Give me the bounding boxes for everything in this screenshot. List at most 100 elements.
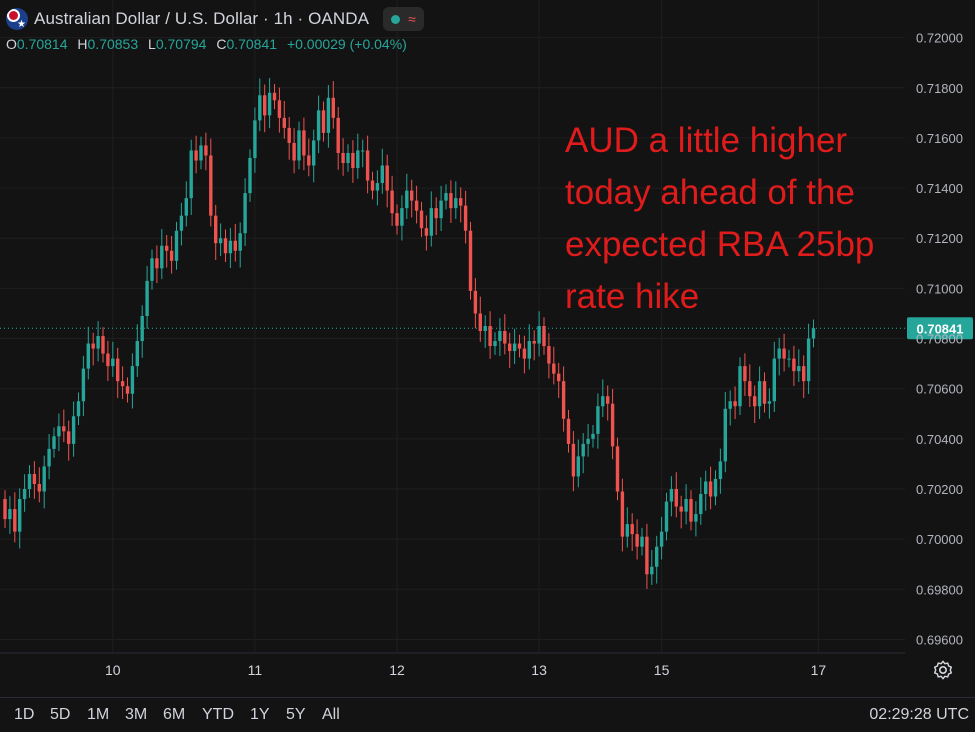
candle-body-up (27, 473, 32, 489)
candle-body-up (375, 183, 380, 191)
candle-body-up (258, 95, 262, 121)
candle-body-up (767, 401, 772, 404)
symbol-title-row[interactable]: Australian Dollar / U.S. Dollar · 1h · O… (6, 6, 424, 32)
candle-body-up (346, 152, 350, 163)
candle-body-up (316, 110, 321, 141)
candle-body-up (429, 208, 433, 236)
gear-icon[interactable] (932, 659, 954, 681)
y-tick-label: 0.71600 (916, 131, 963, 146)
candle-body-down (615, 446, 620, 492)
candle-body-down (209, 155, 213, 216)
y-tick-label: 0.70400 (916, 432, 963, 447)
low-value: 0.70794 (155, 36, 207, 52)
range-1m-button[interactable]: 1M (87, 706, 110, 723)
candle-body-down (733, 401, 737, 407)
candle-body-down (561, 381, 566, 419)
y-tick-label: 0.71800 (916, 81, 963, 96)
range-1d-button[interactable]: 1D (14, 706, 35, 723)
candle-body-up (238, 233, 242, 251)
candle-body-down (292, 142, 296, 161)
candle-body-down (566, 418, 571, 444)
candle-body-up (704, 481, 708, 495)
candle-body-up (591, 433, 595, 439)
y-tick-label: 0.71000 (916, 281, 963, 296)
candle-body-down (341, 152, 345, 163)
candle-body-down (743, 366, 747, 382)
y-tick-label: 0.71400 (916, 181, 963, 196)
candle-body-down (419, 210, 424, 229)
candle-body-down (532, 341, 536, 344)
candle-body-down (116, 358, 120, 382)
candle-body-up (723, 408, 727, 462)
candle-body-up (356, 150, 360, 169)
candle-body-down (630, 524, 634, 535)
candle-body-up (581, 443, 585, 457)
candle-body-up (772, 358, 776, 402)
range-ytd-button[interactable]: YTD (202, 706, 234, 723)
last-price-badge (907, 317, 973, 340)
candle-body-down (473, 290, 478, 314)
candle-body-down (214, 215, 218, 244)
candle-body-down (277, 100, 282, 118)
candle-body-down (204, 145, 208, 156)
candle-body-down (233, 240, 237, 251)
candle-body-up (527, 341, 531, 359)
candle-body-down (503, 331, 507, 344)
candle-body-up (713, 478, 718, 497)
candle-body-up (297, 130, 301, 161)
candle-body-down (557, 373, 561, 382)
utc-clock[interactable]: 02:29:28 UTC (869, 706, 969, 723)
candle-body-down (753, 396, 757, 407)
candle-body-up (18, 499, 22, 532)
range-3m-button[interactable]: 3M (125, 706, 148, 723)
candle-body-up (405, 190, 409, 209)
y-tick-label: 0.69800 (916, 582, 963, 597)
candle-body-up (47, 448, 51, 467)
candle-body-up (380, 165, 384, 184)
candle-body-up (625, 524, 629, 537)
candle-body-up (57, 426, 61, 437)
candle-body-up (312, 140, 316, 166)
candle-body-down (459, 198, 463, 206)
high-label: H (77, 36, 88, 52)
last-price-line: 0.70841 (0, 317, 973, 340)
candle-body-down (370, 180, 375, 191)
candle-body-down (552, 363, 556, 374)
candle-body-down (169, 250, 174, 261)
candle-body-up (806, 338, 811, 382)
symbol-title[interactable]: Australian Dollar / U.S. Dollar · 1h · O… (34, 9, 370, 28)
candle-body-up (179, 215, 184, 231)
candle-body-down (37, 483, 41, 492)
candle-body-up (537, 326, 541, 344)
close-value: 0.70841 (226, 36, 278, 52)
candle-body-up (140, 315, 144, 342)
candle-body-up (601, 396, 605, 407)
last-price-label: 0.70841 (917, 321, 964, 336)
price-chart[interactable]: 0.70841 0.72000 0.71800 0.71600 0.71400 0.71… (0, 0, 975, 697)
range-5y-button[interactable]: 5Y (286, 706, 306, 723)
candle-body-down (3, 499, 7, 520)
candle-body-up (777, 348, 781, 359)
candle-body-down (708, 481, 713, 497)
candle-body-down (478, 313, 482, 332)
candle-body-down (321, 110, 326, 133)
candle-body-up (439, 200, 443, 219)
y-tick-label: 0.72000 (916, 31, 963, 46)
candle-body-down (571, 443, 576, 477)
candle-body-down (762, 381, 767, 404)
candle-body-up (135, 341, 139, 367)
range-6m-button[interactable]: 6M (163, 706, 186, 723)
price-axis[interactable]: 0.72000 0.71800 0.71600 0.71400 0.71200 0.710… (916, 31, 963, 648)
candle-body-down (645, 536, 649, 575)
range-all-button[interactable]: All (322, 706, 340, 723)
data-delay-wave-icon: ≈ (408, 11, 416, 27)
candle-body-up (189, 150, 193, 199)
candle-body-up (96, 336, 100, 349)
market-status-pill[interactable]: ≈ (383, 7, 424, 31)
range-1y-button[interactable]: 1Y (250, 706, 270, 723)
range-5d-button[interactable]: 5D (50, 706, 71, 723)
candle-body-up (483, 326, 487, 332)
y-tick-label: 0.70600 (916, 382, 963, 397)
candle-body-down (689, 499, 693, 522)
time-axis[interactable]: 10 11 12 13 15 17 (0, 652, 905, 678)
